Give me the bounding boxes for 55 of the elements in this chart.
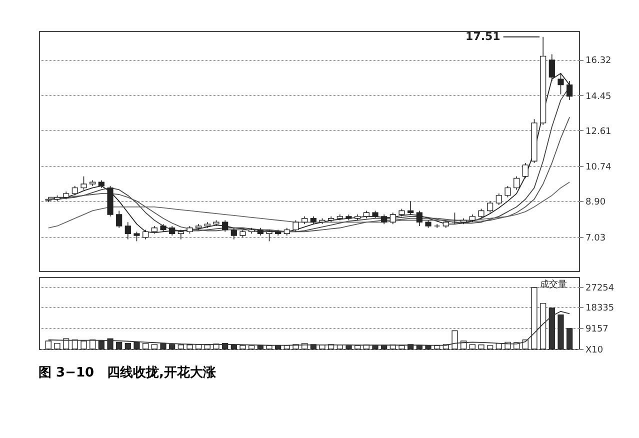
- candlestick: [72, 186, 78, 196]
- candlestick: [390, 212, 396, 224]
- line-series: [48, 182, 570, 228]
- bar: [45, 340, 52, 350]
- candlestick: [408, 200, 414, 215]
- bar: [178, 344, 184, 350]
- candlestick: [230, 227, 237, 240]
- y-tick-label: 8.90: [586, 198, 606, 208]
- candlestick: [434, 224, 440, 228]
- y-tick-label: 18335: [586, 304, 614, 314]
- annotation: 17.51: [466, 30, 500, 43]
- y-tick-label: 14.45: [586, 92, 612, 102]
- candlestick: [522, 162, 528, 179]
- y-tick-label: 7.03: [586, 233, 606, 244]
- bar: [240, 345, 246, 350]
- bar: [80, 340, 87, 350]
- candlestick: [134, 231, 140, 242]
- candlestick: [116, 210, 122, 228]
- bar: [142, 342, 149, 350]
- bar: [204, 344, 210, 350]
- bar: [566, 328, 573, 350]
- bar: [478, 344, 484, 350]
- candlestick: [514, 176, 520, 190]
- bar: [469, 344, 476, 350]
- y-tick-label: 27254: [586, 283, 614, 294]
- y-tick-label: 12.61: [586, 126, 612, 137]
- bar: [496, 342, 502, 350]
- bar: [540, 303, 546, 350]
- candlestick: [124, 222, 131, 240]
- candlestick: [80, 176, 87, 190]
- bar: [63, 338, 70, 350]
- bar: [186, 344, 193, 350]
- bar: [248, 345, 255, 350]
- candlestick: [416, 210, 422, 226]
- y-tick-label: 10.74: [586, 162, 612, 173]
- bar: [531, 287, 538, 350]
- bar: [452, 330, 458, 350]
- bar: [398, 345, 405, 350]
- bar: [354, 345, 361, 350]
- bar: [151, 344, 158, 350]
- y-tick-label: X10: [586, 346, 604, 356]
- text: 图 3−10 四线收拢,开花大涨: [38, 366, 217, 380]
- candlestick: [504, 186, 511, 198]
- bar: [522, 340, 528, 350]
- y-tick-label: 16.32: [586, 56, 612, 66]
- candlestick: [381, 214, 388, 224]
- bar: [54, 342, 60, 350]
- candlestick: [478, 208, 484, 219]
- bar: [487, 345, 494, 350]
- candlestick: [452, 212, 458, 224]
- y-tick-label: 9157: [586, 324, 608, 335]
- candlestick: [487, 200, 494, 214]
- candlestick: [496, 193, 502, 206]
- line-series: [48, 310, 570, 346]
- annotation: 成交量: [540, 279, 567, 290]
